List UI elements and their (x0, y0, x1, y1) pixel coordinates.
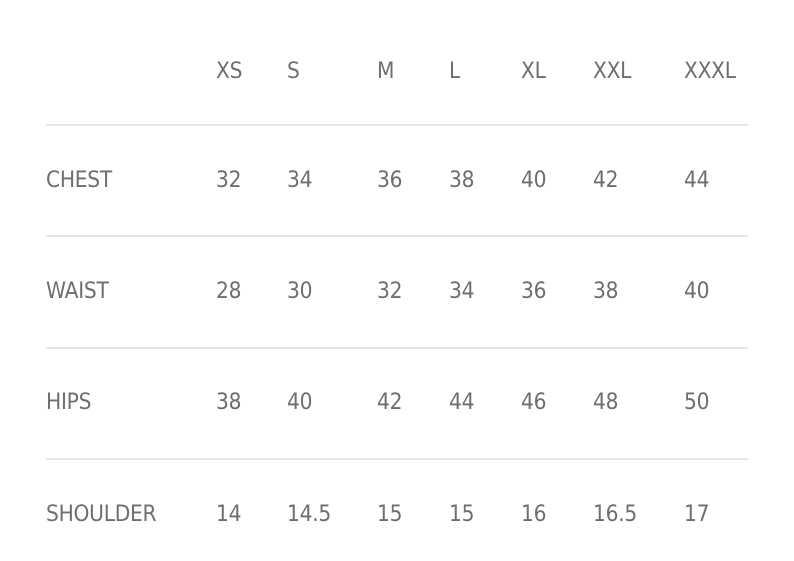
row-label: CHEST (46, 168, 112, 193)
table-cell: 32 (216, 168, 242, 193)
size-header: XXL (593, 59, 632, 84)
table-cell: 34 (449, 279, 475, 304)
table-cell: 16 (521, 502, 547, 527)
table-cell: 14.5 (287, 502, 331, 527)
row-label: WAIST (46, 279, 109, 304)
table-cell: 38 (216, 390, 242, 415)
row-divider (46, 347, 748, 349)
table-cell: 14 (216, 502, 242, 527)
row-divider (46, 235, 748, 237)
table-cell: 36 (521, 279, 547, 304)
row-divider (46, 458, 748, 460)
table-cell: 38 (449, 168, 475, 193)
table-cell: 15 (449, 502, 475, 527)
table-cell: 36 (377, 168, 403, 193)
size-header: M (377, 59, 395, 84)
table-cell: 34 (287, 168, 313, 193)
table-cell: 42 (377, 390, 403, 415)
table-cell: 40 (684, 279, 710, 304)
row-divider (46, 124, 748, 126)
size-header: L (449, 59, 461, 84)
table-cell: 48 (593, 390, 619, 415)
size-header: XXXL (684, 59, 736, 84)
table-cell: 42 (593, 168, 619, 193)
table-cell: 38 (593, 279, 619, 304)
table-cell: 40 (287, 390, 313, 415)
table-cell: 28 (216, 279, 242, 304)
table-cell: 16.5 (593, 502, 637, 527)
table-cell: 15 (377, 502, 403, 527)
table-cell: 32 (377, 279, 403, 304)
row-label: SHOULDER (46, 502, 157, 527)
table-cell: 44 (684, 168, 710, 193)
table-cell: 17 (684, 502, 710, 527)
row-label: HIPS (46, 390, 92, 415)
table-cell: 40 (521, 168, 547, 193)
table-cell: 30 (287, 279, 313, 304)
table-cell: 46 (521, 390, 547, 415)
size-header: S (287, 59, 300, 84)
size-header: XL (521, 59, 546, 84)
table-cell: 50 (684, 390, 710, 415)
size-header: XS (216, 59, 243, 84)
table-cell: 44 (449, 390, 475, 415)
